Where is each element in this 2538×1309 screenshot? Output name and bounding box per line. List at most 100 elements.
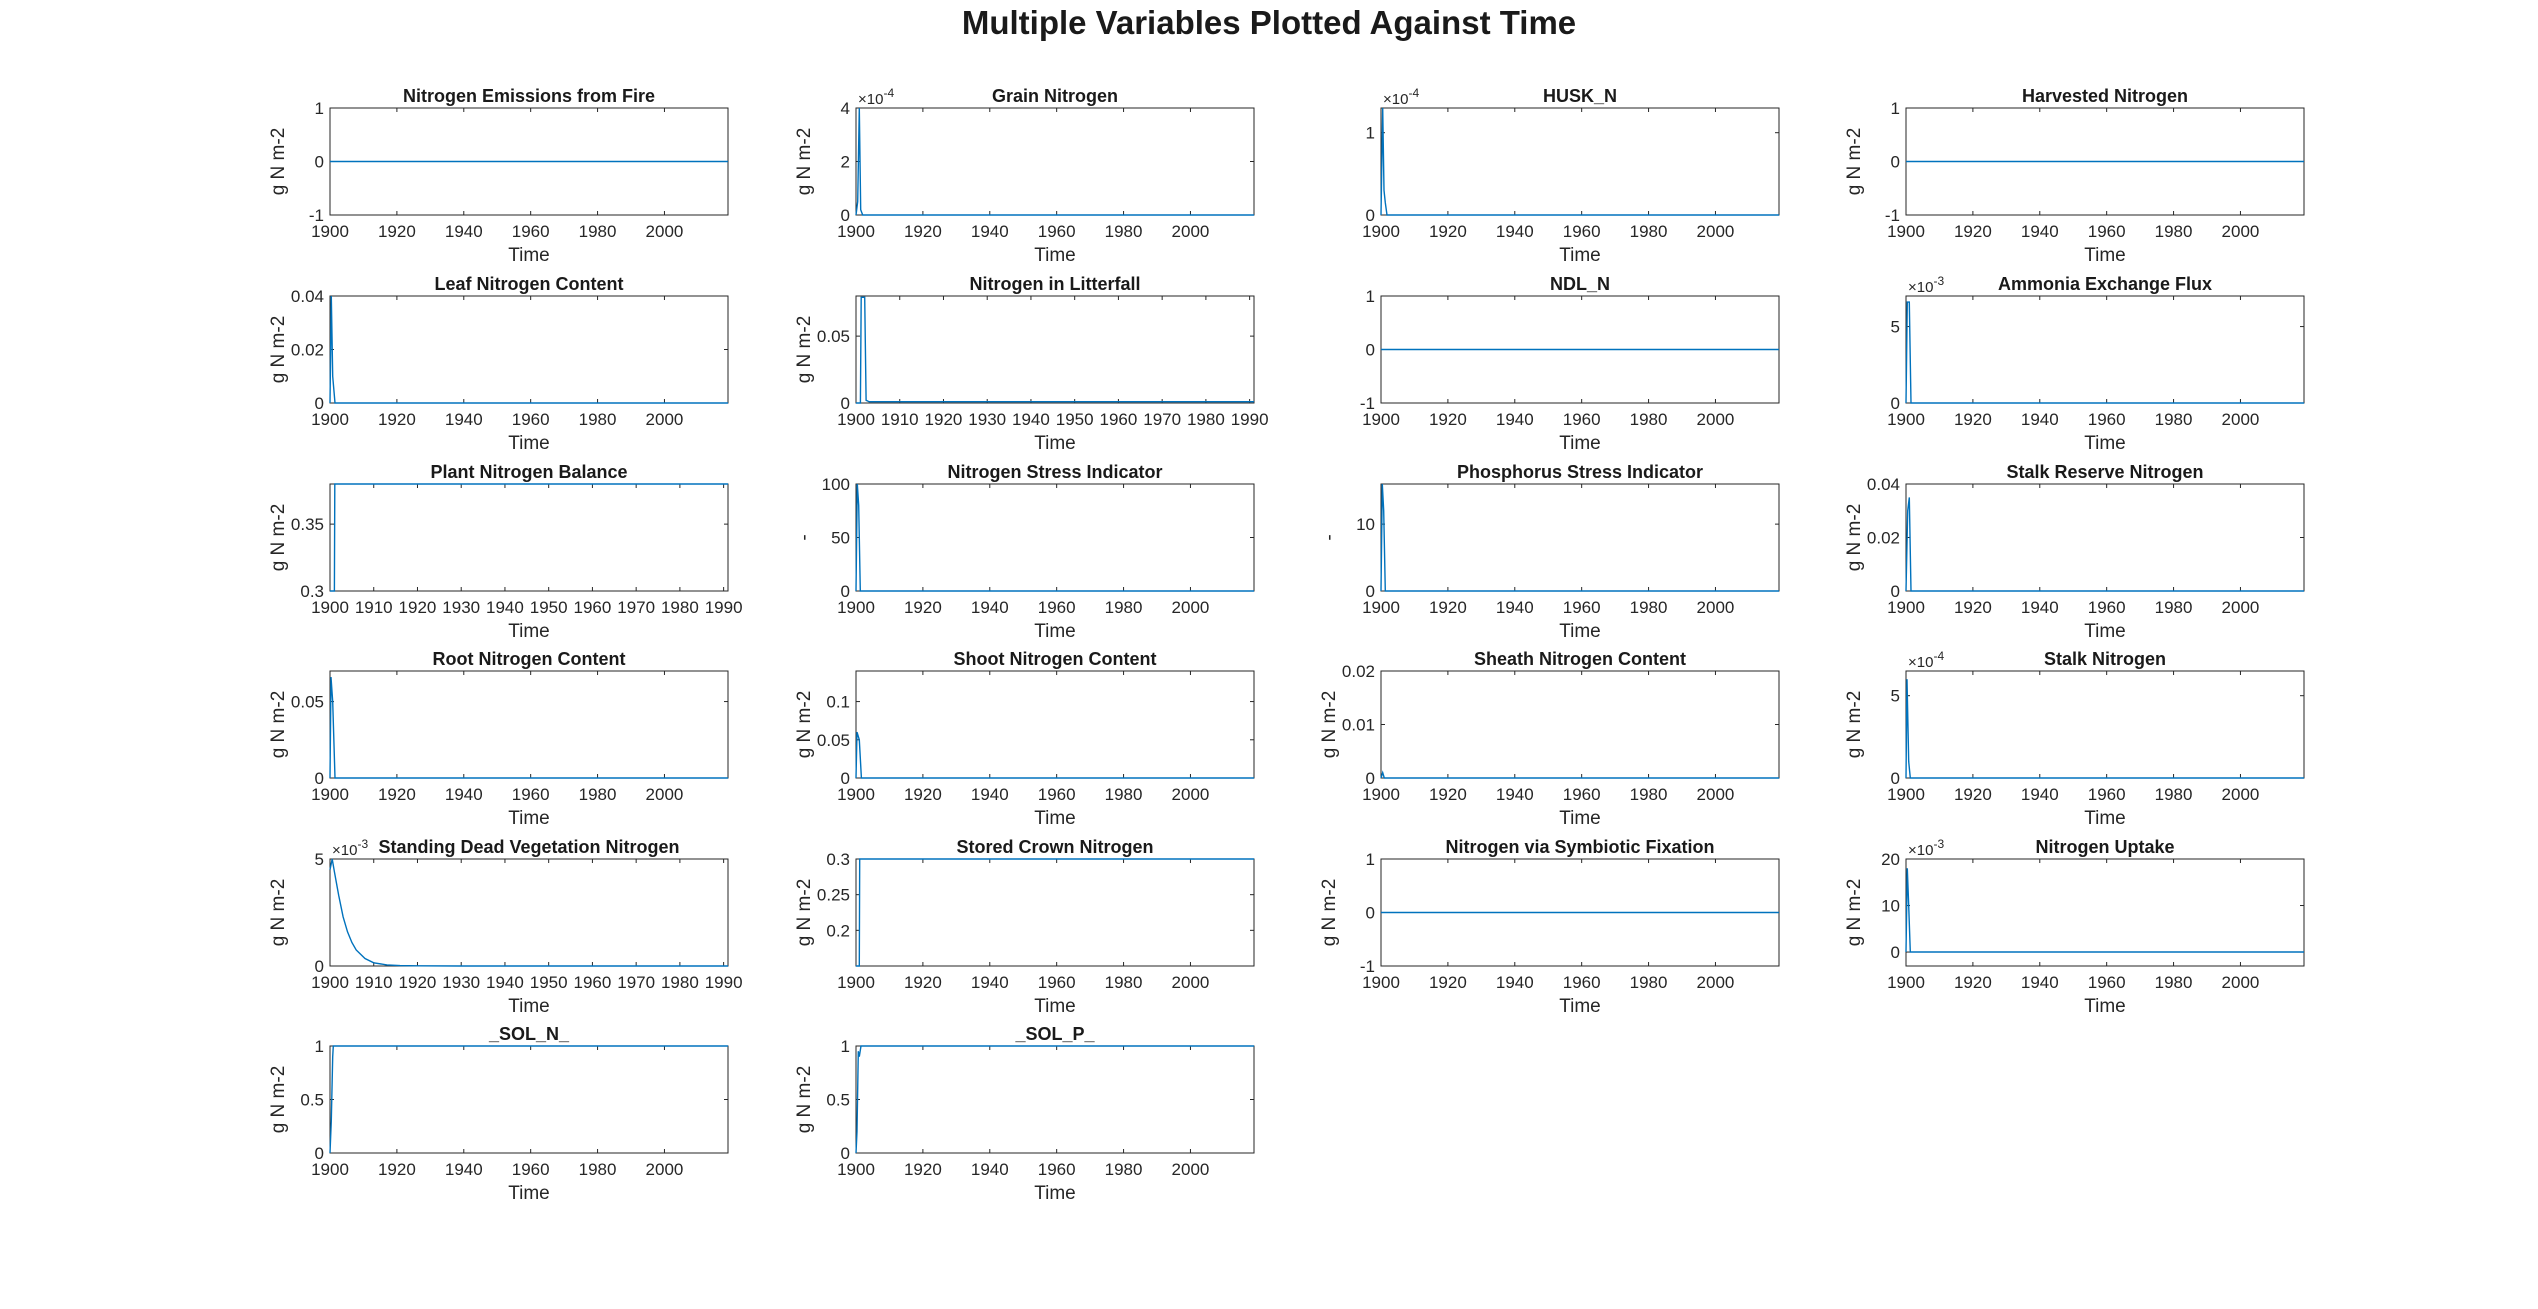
x-axis-label: Time bbox=[508, 1183, 550, 1204]
y-tick-label: 10 bbox=[1356, 515, 1375, 534]
subplot-15: Stalk Nitrogen 1900 1920 1940 1960 1980 2000 0 5… bbox=[1844, 649, 2305, 829]
x-tick-label: 2000 bbox=[1697, 973, 1735, 992]
y-tick-label: 0 bbox=[1366, 582, 1375, 601]
x-tick-label: 1980 bbox=[1630, 598, 1668, 617]
x-tick-label: 1940 bbox=[2021, 222, 2059, 241]
series-line bbox=[1905, 497, 2304, 592]
y-tick-label: 10 bbox=[1881, 897, 1900, 916]
y-tick-label: 0 bbox=[315, 769, 324, 788]
x-tick-label: 2000 bbox=[646, 222, 684, 241]
y-tick-label: -1 bbox=[1360, 957, 1375, 976]
x-tick-label: 1970 bbox=[617, 598, 655, 617]
axes-box bbox=[1380, 483, 1780, 592]
subplot-17: Stored Crown Nitrogen 1900 1920 1940 1960 198… bbox=[794, 837, 1255, 1017]
x-tick-label: 1980 bbox=[2155, 410, 2193, 429]
x-tick-label: 1920 bbox=[399, 598, 437, 617]
x-tick-label: 1960 bbox=[1563, 222, 1601, 241]
x-tick-label: 2000 bbox=[2222, 785, 2260, 804]
x-tick-label: 1920 bbox=[1429, 973, 1467, 992]
x-tick-label: 1900 bbox=[311, 222, 349, 241]
series-line bbox=[856, 858, 1254, 967]
y-axis-label: g N m-2 bbox=[268, 316, 289, 384]
y-tick-label: 0 bbox=[1366, 206, 1375, 225]
x-tick-label: 1980 bbox=[661, 598, 699, 617]
y-tick-label: 0.5 bbox=[300, 1091, 324, 1110]
y-tick-label: 5 bbox=[315, 850, 324, 869]
x-axis-label: Time bbox=[1034, 1183, 1076, 1204]
x-tick-label: 1960 bbox=[1100, 410, 1138, 429]
series-line bbox=[329, 677, 728, 779]
y-axis-label: g N m-2 bbox=[794, 879, 815, 947]
x-tick-label: 1940 bbox=[2021, 410, 2059, 429]
x-tick-label: 1940 bbox=[486, 973, 524, 992]
y-exponent-label: ×10-4 bbox=[1908, 649, 1944, 671]
x-tick-label: 1940 bbox=[486, 598, 524, 617]
y-tick-label: 1 bbox=[841, 1037, 850, 1056]
x-axis-label: Time bbox=[508, 245, 550, 266]
series-line bbox=[329, 858, 728, 967]
axes-box bbox=[855, 858, 1255, 967]
x-tick-label: 1900 bbox=[837, 785, 875, 804]
x-tick-label: 1920 bbox=[904, 785, 942, 804]
x-tick-label: 1980 bbox=[1187, 410, 1225, 429]
x-tick-label: 1940 bbox=[1012, 410, 1050, 429]
x-axis-label: Time bbox=[2084, 996, 2126, 1017]
x-tick-label: 1940 bbox=[1496, 785, 1534, 804]
x-tick-label: 1990 bbox=[1231, 410, 1269, 429]
y-tick-label: 100 bbox=[822, 475, 850, 494]
x-tick-label: 1930 bbox=[968, 410, 1006, 429]
subplot-title: Nitrogen via Symbiotic Fixation bbox=[1445, 837, 1714, 857]
y-axis-label: - bbox=[794, 534, 815, 540]
x-axis-label: Time bbox=[2084, 433, 2126, 454]
y-tick-label: 0 bbox=[1891, 582, 1900, 601]
y-tick-label: 0.02 bbox=[1867, 529, 1900, 548]
x-tick-label: 1960 bbox=[1038, 222, 1076, 241]
x-tick-label: 2000 bbox=[646, 1160, 684, 1179]
series-line bbox=[329, 295, 728, 404]
x-tick-label: 1940 bbox=[971, 785, 1009, 804]
x-tick-label: 1940 bbox=[971, 598, 1009, 617]
series-line bbox=[1380, 770, 1779, 779]
y-tick-label: 1 bbox=[1366, 850, 1375, 869]
x-axis-label: Time bbox=[1559, 808, 1601, 829]
subplot-title: Stalk Reserve Nitrogen bbox=[2006, 462, 2203, 482]
x-tick-label: 1900 bbox=[1887, 598, 1925, 617]
x-tick-label: 1980 bbox=[1630, 785, 1668, 804]
x-tick-label: 1900 bbox=[837, 598, 875, 617]
x-axis-label: Time bbox=[2084, 808, 2126, 829]
x-tick-label: 1900 bbox=[1362, 410, 1400, 429]
y-axis-label: g N m-2 bbox=[794, 128, 815, 196]
subplot-10: Phosphorus Stress Indicator 1900 1920 1940 1… bbox=[1319, 462, 1780, 642]
subplot-8: Plant Nitrogen Balance 1900 1910 1920 1930 19… bbox=[268, 462, 743, 642]
y-axis-label: g N m-2 bbox=[268, 504, 289, 572]
x-tick-label: 1910 bbox=[355, 598, 393, 617]
x-axis-label: Time bbox=[508, 621, 550, 642]
y-tick-label: 0 bbox=[315, 153, 324, 172]
x-tick-label: 1900 bbox=[1887, 973, 1925, 992]
x-tick-label: 1950 bbox=[530, 598, 568, 617]
x-tick-label: 1920 bbox=[1429, 785, 1467, 804]
x-tick-label: 1960 bbox=[2088, 598, 2126, 617]
y-tick-label: 0.35 bbox=[291, 515, 324, 534]
x-tick-label: 2000 bbox=[1172, 785, 1210, 804]
y-tick-label: 0.3 bbox=[826, 850, 850, 869]
subplot-title: _SOL_N_ bbox=[488, 1024, 570, 1044]
x-tick-label: 1960 bbox=[1038, 973, 1076, 992]
x-tick-label: 1940 bbox=[2021, 598, 2059, 617]
x-tick-label: 1960 bbox=[574, 973, 612, 992]
axes-box bbox=[855, 107, 1255, 216]
axes-box bbox=[855, 670, 1255, 779]
x-tick-label: 1980 bbox=[1630, 410, 1668, 429]
subplot-title: Root Nitrogen Content bbox=[433, 649, 626, 669]
subplot-6: NDL_N 1900 1920 1940 1960 1980 2000 -1 0 1 Time bbox=[1360, 274, 1780, 454]
subplot-title: Sheath Nitrogen Content bbox=[1474, 649, 1686, 669]
subplot-title: Nitrogen Uptake bbox=[2035, 837, 2174, 857]
x-tick-label: 2000 bbox=[2222, 222, 2260, 241]
y-tick-label: 1 bbox=[1891, 99, 1900, 118]
x-tick-label: 1920 bbox=[378, 410, 416, 429]
x-tick-label: 1940 bbox=[971, 1160, 1009, 1179]
x-tick-label: 1920 bbox=[904, 973, 942, 992]
axes-box bbox=[329, 295, 729, 404]
y-axis-label: g N m-2 bbox=[1319, 879, 1340, 947]
